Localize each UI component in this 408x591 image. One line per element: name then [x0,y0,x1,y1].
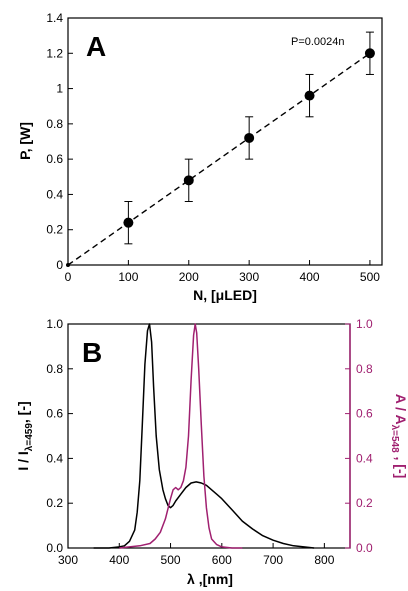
fit-line [67,52,371,266]
x-tick-label-b: 500 [161,553,181,567]
y-tick-label-b-right: 1.0 [356,317,373,331]
x-tick-label-a: 400 [300,270,320,284]
panel-label-a: A [86,31,106,62]
x-tick-label-b: 700 [263,553,283,567]
y-tick-label-b-right: 0.4 [356,451,373,465]
panel-label-b: B [82,337,102,368]
x-tick-label-b: 400 [109,553,129,567]
data-point [244,132,255,143]
x-tick-label-b: 300 [58,553,78,567]
y-tick-label-b-right: 0.6 [356,407,373,421]
data-point [364,48,375,59]
x-tick-label-b: 800 [314,553,334,567]
chart-b: 300 400 500 600 700 800 0.0 0.0 0.2 0.2 0.4 0.4 0.6 0… [15,317,408,587]
y-tick-label-a: 0.6 [46,152,63,166]
y-axis-label-b-left: I / Iλ=459, [-] [15,401,35,470]
absorption-spectrum-line [119,323,243,549]
origin-point [66,263,70,267]
y-tick-label-b-right: 0.8 [356,362,373,376]
y-tick-label-a: 0.2 [46,223,63,237]
y-tick-label-a: 1 [56,82,63,96]
y-axis-label-a: P, [W] [17,122,33,160]
y-tick-label-b-left: 0.2 [46,496,63,510]
y-tick-label-b-left: 0.8 [46,362,63,376]
x-axis-label-b: λ ,[nm] [187,571,233,587]
y-tick-label-b-right: 0.0 [356,541,373,555]
y-tick-label-a: 1.2 [46,46,63,60]
x-tick-label-a: 200 [179,270,199,284]
emission-spectrum-line [93,323,315,549]
y-tick-label-a: 0.8 [46,117,63,131]
y-tick-label-b-left: 0.6 [46,407,63,421]
chart-b-frame [67,323,351,549]
x-tick-label-a: 500 [360,270,380,284]
chart-a: 0 100 200 300 400 500 0 0.2 0.4 0.6 0.8 1 1.2 1.4 A P… [17,11,383,303]
data-point [183,175,194,186]
y-tick-label-b-left: 1.0 [46,317,63,331]
x-axis-label-a: N, [μLED] [193,287,257,303]
data-point [123,217,134,228]
y-tick-label-b-left: 0.0 [46,541,63,555]
y-tick-label-a: 1.4 [46,11,63,25]
x-tick-label-a: 300 [239,270,259,284]
y-tick-label-b-left: 0.4 [46,451,63,465]
y-axis-label-b-right: A / Aλ=548 , [-] [389,394,408,479]
x-tick-label-b: 600 [212,553,232,567]
chart-a-frame [67,17,383,266]
x-tick-label-a: 100 [118,270,138,284]
x-tick-label-a: 0 [65,270,72,284]
y-tick-label-a: 0.4 [46,187,63,201]
fit-annotation: P=0.0024n [291,36,345,48]
y-tick-label-b-right: 0.2 [356,496,373,510]
data-point [304,90,315,101]
y-tick-label-a: 0 [56,258,63,272]
